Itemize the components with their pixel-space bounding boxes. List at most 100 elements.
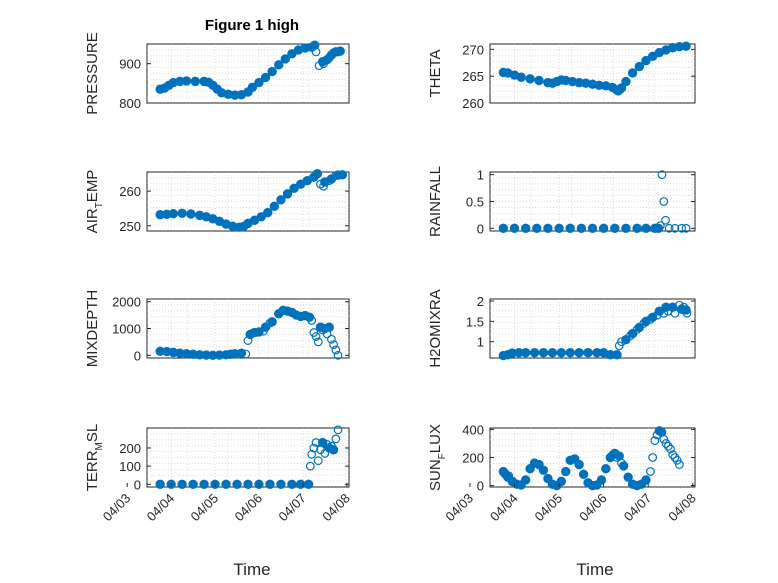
data-point <box>322 329 332 339</box>
data-point <box>314 61 324 71</box>
y-tick-label: 0 <box>477 221 484 236</box>
x-tick-label: 04/08 <box>665 491 699 525</box>
data-point <box>312 169 323 179</box>
y-tick-label: 270 <box>462 42 484 57</box>
data-point <box>677 223 687 233</box>
y-tick-label: 400 <box>462 422 484 437</box>
data-point <box>269 201 280 212</box>
data-point <box>617 458 626 468</box>
data-point <box>565 223 575 234</box>
data-point <box>256 212 266 222</box>
data-point <box>576 223 587 234</box>
y-tick-label: 100 <box>119 459 141 474</box>
data-point <box>583 348 593 358</box>
data-points <box>498 426 684 491</box>
data-point <box>247 82 258 92</box>
data-point <box>650 436 660 446</box>
data-point <box>654 306 665 316</box>
subplot-6: 1 1.5 2 H2OMIXRA <box>427 289 696 368</box>
data-point <box>331 171 341 180</box>
data-point <box>657 170 667 180</box>
data-point <box>538 348 549 358</box>
data-point <box>177 479 187 489</box>
y-axis-label: H2OMIXRA <box>427 289 444 367</box>
subplot-4: 0 0.5 1 RAINFALL <box>427 166 696 237</box>
data-point <box>578 469 589 480</box>
data-point <box>295 479 306 489</box>
data-point <box>648 453 658 462</box>
data-point <box>661 439 671 448</box>
x-tick-label: 04/07 <box>275 491 309 525</box>
data-point <box>155 479 165 489</box>
x-tick-label: 04/08 <box>319 491 353 525</box>
subplot-3: 250 260 AIRTEMP <box>84 169 350 234</box>
data-point <box>621 223 631 234</box>
data-point <box>282 189 293 199</box>
data-point <box>664 223 674 233</box>
data-point <box>280 54 291 64</box>
data-point <box>265 318 275 328</box>
data-points <box>498 300 692 361</box>
data-point <box>265 479 275 489</box>
y-axis-label: THETA <box>427 49 444 97</box>
data-point <box>311 438 321 447</box>
y-tick-label: 2000 <box>112 295 141 310</box>
data-point <box>681 223 691 233</box>
data-point <box>574 459 584 470</box>
data-point <box>661 215 670 225</box>
data-point <box>668 450 678 460</box>
data-point <box>556 348 567 358</box>
data-point <box>681 41 691 51</box>
data-point <box>267 66 277 77</box>
data-point <box>274 60 284 70</box>
y-tick-label: 200 <box>462 451 484 466</box>
data-point <box>670 453 680 462</box>
data-point <box>276 479 286 489</box>
data-point <box>538 465 549 475</box>
data-point <box>190 76 201 87</box>
data-point <box>322 439 332 449</box>
data-point <box>532 223 542 234</box>
data-point <box>181 76 192 86</box>
data-point <box>276 195 286 205</box>
x-axis-label-left: Time <box>233 560 270 579</box>
data-point <box>641 223 651 234</box>
data-point <box>305 461 315 471</box>
data-point <box>232 479 242 489</box>
data-point <box>263 207 273 218</box>
data-point <box>613 86 623 96</box>
data-point <box>543 223 553 234</box>
data-point <box>186 209 196 219</box>
data-point <box>331 345 341 355</box>
y-axis-label: MIXDEPTH <box>84 290 101 368</box>
data-point <box>307 449 317 459</box>
data-point <box>289 183 299 194</box>
data-point <box>632 223 642 234</box>
data-point <box>313 456 323 466</box>
y-tick-label: 1.5 <box>466 314 484 329</box>
data-point <box>516 72 526 82</box>
data-point <box>632 325 642 334</box>
data-point <box>596 475 607 485</box>
data-point <box>310 40 320 50</box>
data-point <box>199 479 209 489</box>
data-point <box>647 312 658 323</box>
data-point <box>634 61 644 72</box>
data-point <box>247 328 257 338</box>
data-point <box>682 308 692 318</box>
data-point <box>327 334 336 344</box>
data-point <box>670 223 680 233</box>
y-tick-label: 265 <box>462 69 484 84</box>
data-point <box>337 170 348 180</box>
data-point <box>641 475 651 485</box>
data-point <box>221 479 231 489</box>
data-point <box>319 59 328 69</box>
data-point <box>243 336 253 345</box>
x-tick-label: 04/04 <box>487 491 521 525</box>
y-axis-label: AIRTEMP <box>84 170 105 234</box>
data-point <box>641 55 651 66</box>
data-point <box>313 337 323 347</box>
data-point <box>547 348 558 358</box>
